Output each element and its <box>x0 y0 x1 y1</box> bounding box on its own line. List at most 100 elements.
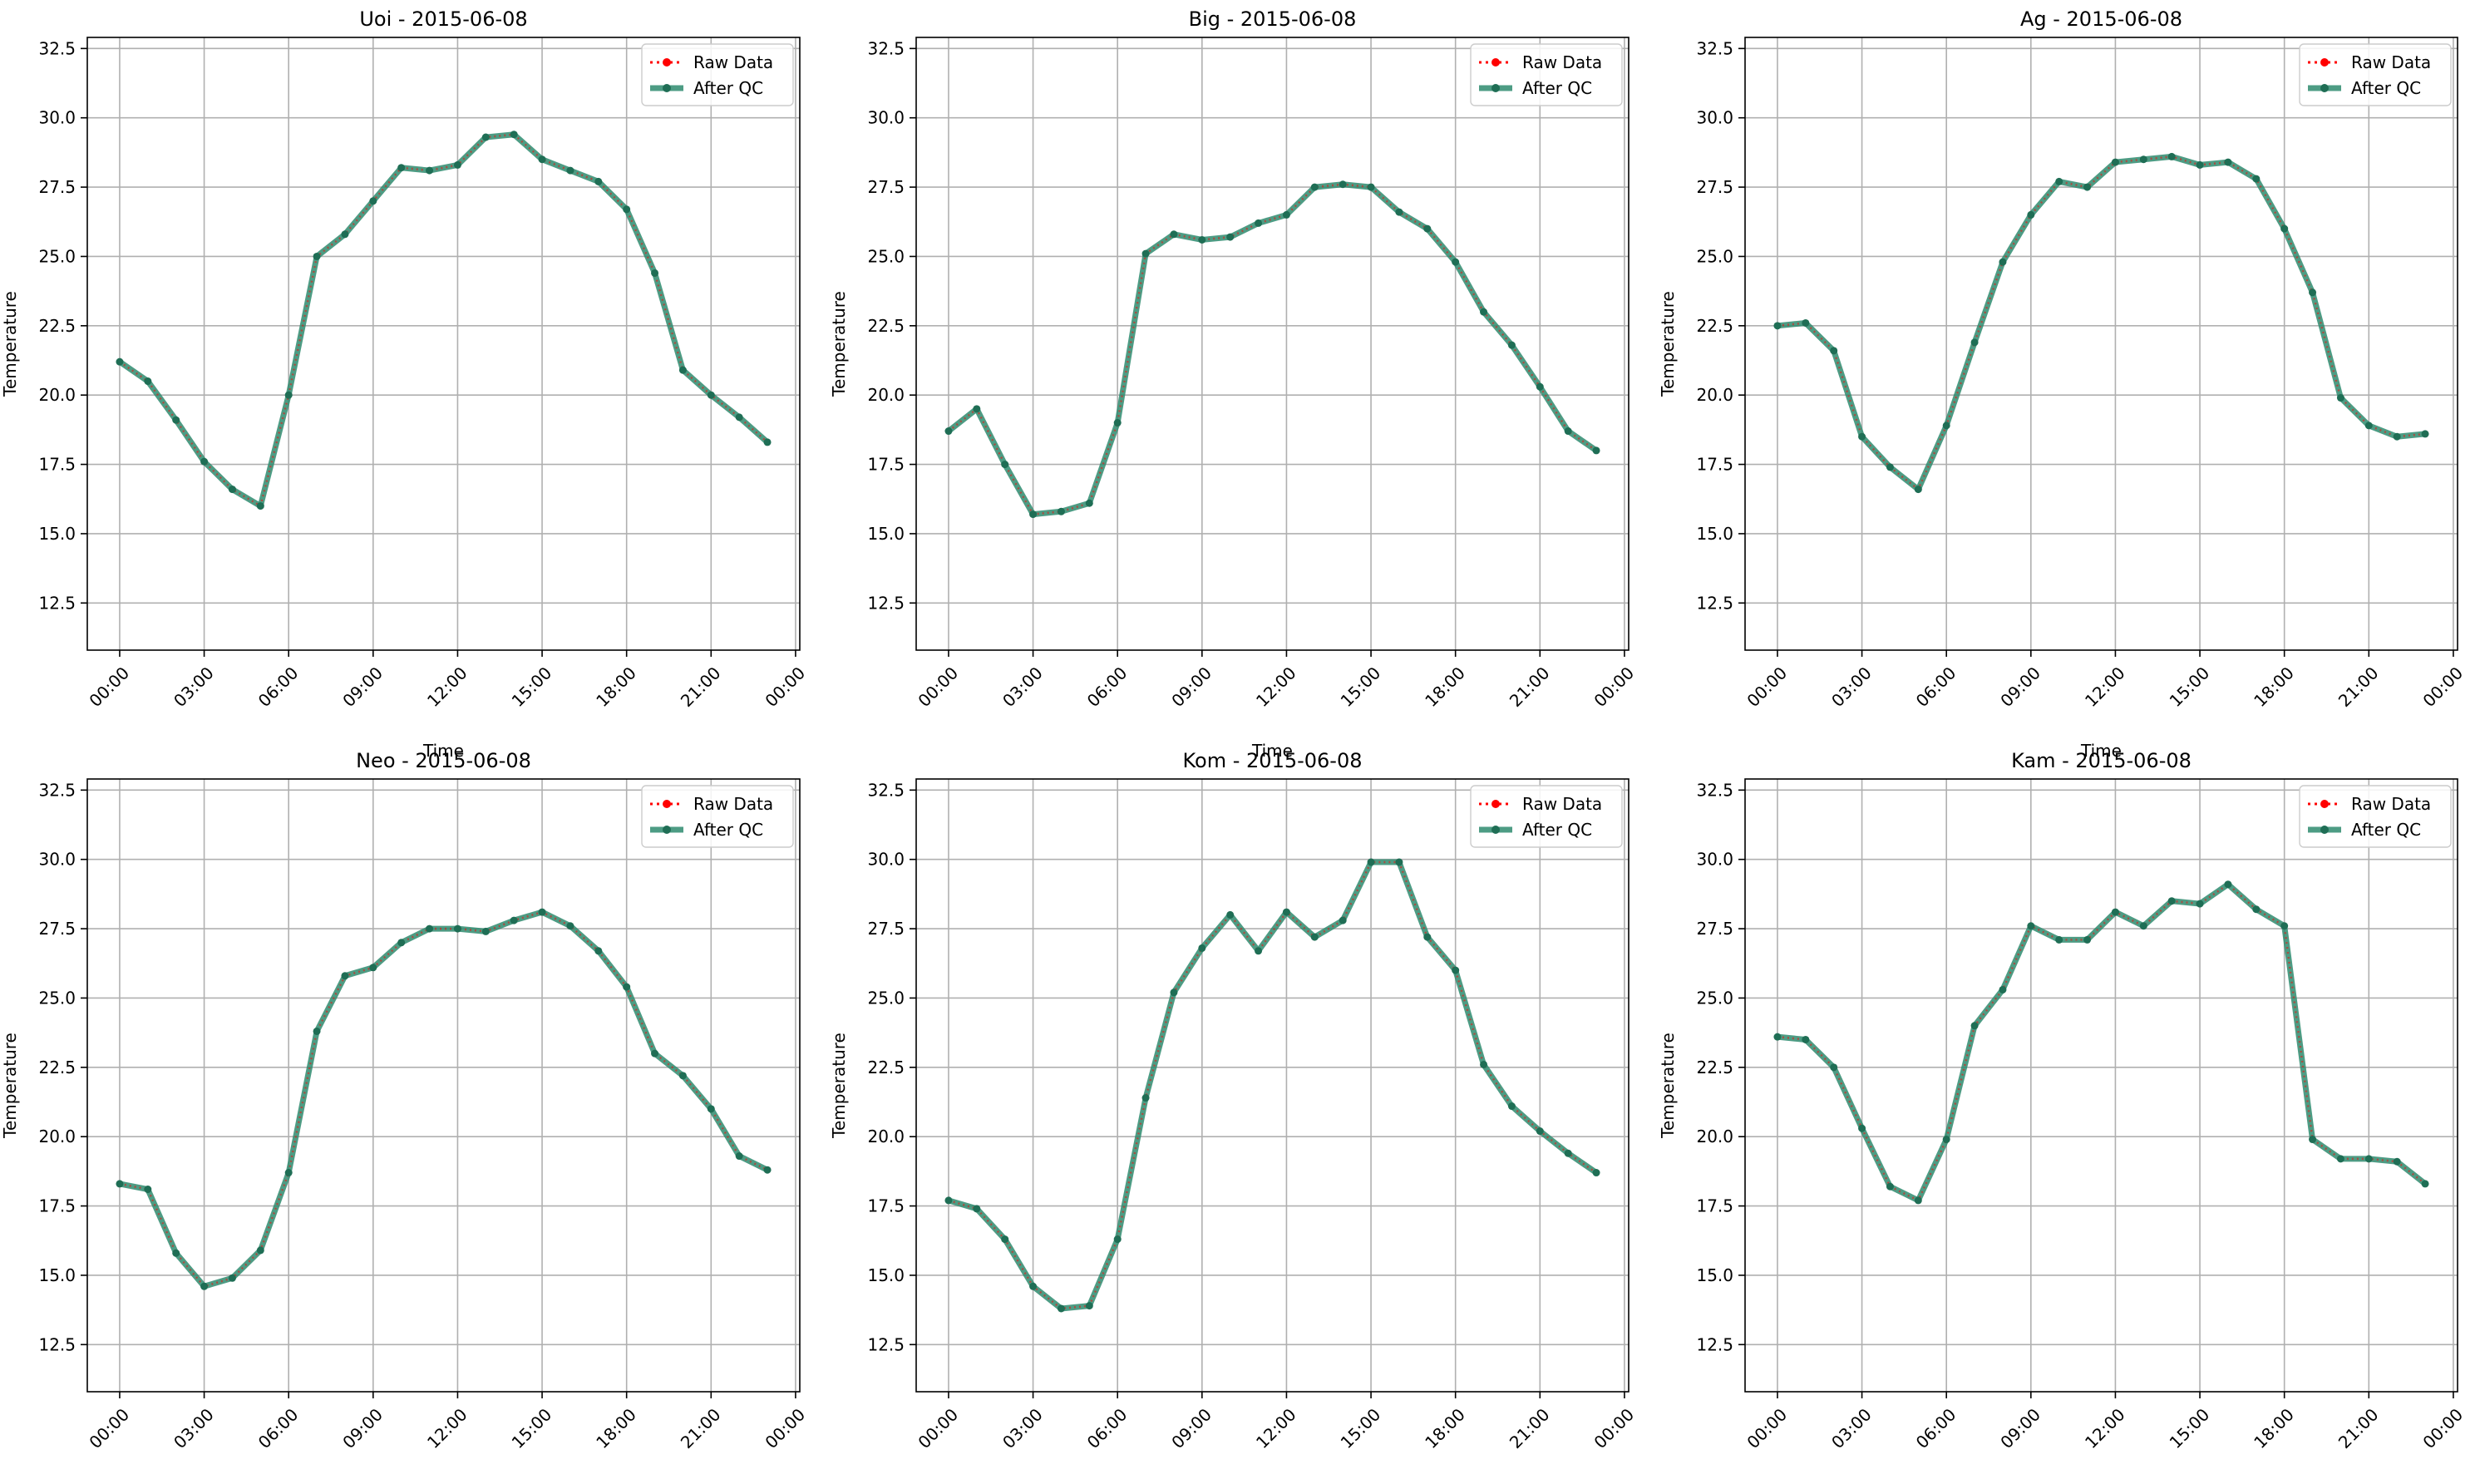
data-point-after-qc <box>678 1072 687 1080</box>
y-tick-label: 17.5 <box>1696 1196 1733 1216</box>
x-tick-label: 12:00 <box>1252 663 1300 711</box>
data-point-after-qc <box>623 983 631 991</box>
y-tick-label: 12.5 <box>1696 1334 1733 1354</box>
legend-label-after-qc: After QC <box>2351 820 2421 840</box>
x-tick-label: 15:00 <box>508 663 556 711</box>
data-point-after-qc <box>510 131 518 139</box>
data-point-after-qc <box>1507 1102 1516 1111</box>
x-tick-label: 18:00 <box>592 1404 640 1452</box>
data-point-after-qc <box>2196 160 2204 169</box>
chart-panel: 00:00 03:00 06:00 09:00 12:00 15:00 18:00 21:00… <box>0 749 809 1484</box>
y-tick-label: 12.5 <box>867 1334 905 1354</box>
data-point-after-qc <box>944 427 953 436</box>
axes-frame <box>1744 37 2458 651</box>
data-point-after-qc <box>510 916 518 924</box>
data-point-after-qc <box>763 1166 772 1174</box>
x-tick-label: 18:00 <box>2250 663 2298 711</box>
legend: Raw Data After QC <box>641 785 794 848</box>
y-tick-label: 22.5 <box>1696 316 1733 336</box>
data-point-after-qc <box>566 166 574 175</box>
plot-area <box>87 37 800 650</box>
data-point-after-qc <box>2364 1155 2373 1163</box>
legend-label-raw-data: Raw Data <box>1522 794 1602 814</box>
data-point-after-qc <box>2421 430 2429 438</box>
chart-title: Ag - 2015-06-08 <box>2020 7 2182 31</box>
axes-frame <box>1744 778 2458 1393</box>
data-point-after-qc <box>256 502 264 510</box>
y-tick-label: 22.5 <box>867 316 905 336</box>
data-point-after-qc <box>2055 177 2063 185</box>
data-point-after-qc <box>1339 180 1347 189</box>
y-tick-label: 30.0 <box>1696 850 1733 870</box>
data-point-after-qc <box>973 405 981 413</box>
series-line-raw-data <box>1777 883 2426 1202</box>
data-point-after-qc <box>763 438 772 446</box>
data-point-after-qc <box>1886 463 1894 471</box>
legend-marker-raw-data <box>2320 800 2329 808</box>
legend-marker-after-qc <box>1491 84 1500 92</box>
data-point-after-qc <box>228 1274 236 1282</box>
data-point-after-qc <box>369 197 377 205</box>
data-point-after-qc <box>2280 922 2289 930</box>
data-point-after-qc <box>2111 908 2119 916</box>
legend-marker-raw-data <box>663 58 671 67</box>
data-point-after-qc <box>1452 966 1460 974</box>
x-tick-label: 15:00 <box>1337 1404 1385 1452</box>
data-point-after-qc <box>1113 419 1122 427</box>
data-point-after-qc <box>1226 233 1235 241</box>
axes-frame <box>86 37 801 651</box>
data-point-after-qc <box>1367 858 1375 866</box>
y-tick-label: 32.5 <box>38 780 76 800</box>
legend-label-raw-data: Raw Data <box>2351 52 2431 72</box>
data-point-after-qc <box>1914 486 1922 494</box>
legend-label-after-qc: After QC <box>693 78 763 98</box>
data-point-after-qc <box>369 964 377 972</box>
y-tick-label: 22.5 <box>867 1058 905 1077</box>
data-point-after-qc <box>735 413 743 422</box>
data-point-after-qc <box>313 252 321 260</box>
y-tick-label: 15.0 <box>1696 1265 1733 1285</box>
x-tick-label: 00:00 <box>1743 663 1791 711</box>
legend-marker-raw-data <box>2320 58 2329 67</box>
x-tick-label: 09:00 <box>1996 1404 2044 1452</box>
y-tick-label: 25.0 <box>38 988 76 1008</box>
legend-marker-raw-data <box>1491 58 1500 67</box>
x-tick-label: 21:00 <box>2335 1404 2383 1452</box>
x-tick-label: 18:00 <box>592 663 640 711</box>
data-point-after-qc <box>426 924 434 933</box>
data-point-after-qc <box>2336 1155 2344 1163</box>
data-point-after-qc <box>1970 338 1979 347</box>
data-point-after-qc <box>1423 224 1432 233</box>
plot-area <box>1745 779 2458 1392</box>
data-point-after-qc <box>1001 461 1009 469</box>
x-tick-label: 03:00 <box>170 1404 218 1452</box>
data-point-after-qc <box>284 1169 293 1177</box>
series-line-after-qc <box>119 909 769 1289</box>
y-tick-label: 15.0 <box>1696 524 1733 544</box>
data-point-after-qc <box>1113 1235 1122 1244</box>
data-point-after-qc <box>1198 235 1206 244</box>
data-point-after-qc <box>1367 183 1375 191</box>
y-tick-label: 25.0 <box>38 246 76 266</box>
legend: Raw Data After QC <box>2299 43 2452 106</box>
y-tick-label: 25.0 <box>1696 988 1733 1008</box>
data-point-after-qc <box>2280 224 2289 233</box>
chart-title: Big - 2015-06-08 <box>1189 7 1357 31</box>
series-line-raw-data <box>948 860 1597 1310</box>
legend-label-after-qc: After QC <box>2351 78 2421 98</box>
y-axis-label: Temperature <box>829 291 849 397</box>
legend: Raw Data After QC <box>1470 785 1623 848</box>
legend-marker-raw-data <box>663 800 671 808</box>
data-point-after-qc <box>1029 1282 1038 1290</box>
x-tick-label: 21:00 <box>677 1404 725 1452</box>
x-tick-label: 00:00 <box>761 663 809 711</box>
x-tick-label: 06:00 <box>254 663 303 711</box>
x-tick-label: 06:00 <box>1912 1404 1960 1452</box>
data-point-after-qc <box>594 947 603 955</box>
x-tick-label: 15:00 <box>2166 1404 2214 1452</box>
legend-marker-after-qc <box>1491 826 1500 834</box>
data-point-after-qc <box>1802 318 1810 327</box>
data-point-after-qc <box>2421 1180 2429 1188</box>
data-point-after-qc <box>481 133 490 141</box>
x-tick-label: 21:00 <box>1506 663 1554 711</box>
